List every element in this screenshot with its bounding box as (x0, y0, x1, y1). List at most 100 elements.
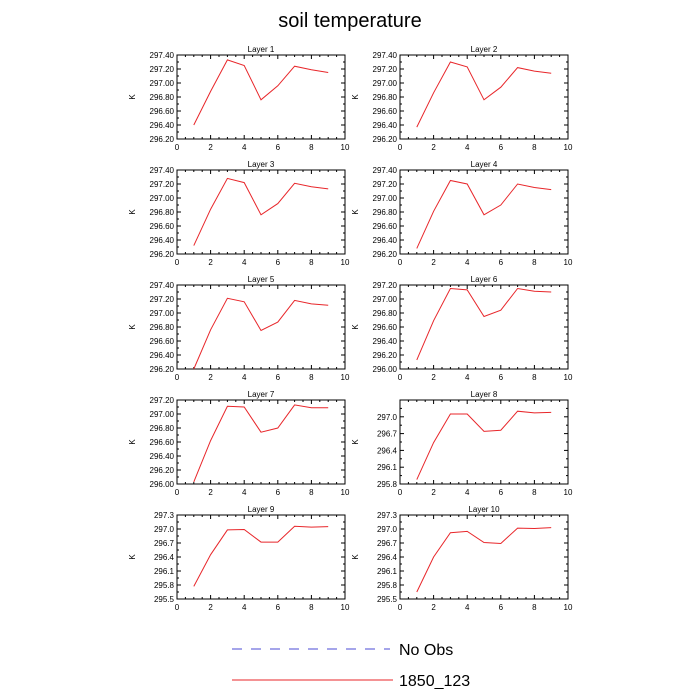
x-tick-label: 2 (431, 373, 436, 382)
series-line-1850-123 (193, 297, 329, 370)
x-tick-label: 8 (532, 258, 537, 267)
y-tick-label: 296.40 (150, 236, 175, 245)
x-tick-label: 0 (175, 603, 180, 612)
x-tick-label: 6 (499, 143, 504, 152)
panel-5: Layer 5 K 0 2 4 6 8 10 296.20 296.40 296.60 296.80 2… (128, 275, 350, 382)
y-tick-label: 296.40 (150, 452, 175, 461)
y-tick-label: 297.00 (373, 194, 398, 203)
y-axis-label: K (351, 439, 360, 445)
series-line-1850-123 (416, 410, 552, 480)
y-axis-label: K (351, 209, 360, 215)
y-tick-label: 297.00 (150, 309, 175, 318)
x-tick-label: 4 (242, 373, 247, 382)
y-tick-label: 297.40 (150, 166, 175, 175)
x-tick-label: 0 (175, 373, 180, 382)
y-tick-label: 296.00 (150, 480, 175, 489)
x-tick-label: 10 (564, 603, 573, 612)
y-tick-label: 296.60 (373, 323, 398, 332)
y-tick-label: 297.20 (150, 396, 175, 405)
panel-8: Layer 8 K 0 2 4 6 8 10 295.8 296.1 296.4 296.7 297.0 (351, 390, 573, 497)
series-line-1850-123 (416, 287, 552, 361)
panel-title: Layer 4 (471, 160, 498, 169)
y-axis-label: K (128, 94, 137, 100)
y-tick-label: 295.8 (377, 581, 398, 590)
y-tick-label: 297.3 (377, 511, 398, 520)
y-tick-label: 297.0 (154, 525, 175, 534)
y-tick-label: 296.60 (373, 107, 398, 116)
x-tick-label: 2 (208, 488, 213, 497)
y-tick-label: 296.20 (150, 365, 175, 374)
panel-1: Layer 1 K 0 2 4 6 8 10 296.20 296.40 296.60 296.80 2… (128, 45, 350, 152)
panel-9: Layer 9 K 0 2 4 6 8 10 295.5 295.8 296.1 296.4 296.7… (128, 505, 350, 612)
panel-6: Layer 6 K 0 2 4 6 8 10 296.00 296.20 296.40 296.60 2… (351, 275, 573, 382)
panel-title: Layer 7 (248, 390, 275, 399)
panel-frame (176, 169, 346, 255)
y-tick-label: 296.00 (373, 365, 398, 374)
x-tick-label: 10 (341, 603, 350, 612)
x-tick-label: 0 (175, 143, 180, 152)
panel-frame (399, 54, 569, 140)
x-tick-label: 2 (431, 488, 436, 497)
y-tick-label: 297.0 (377, 413, 398, 422)
x-tick-label: 2 (431, 143, 436, 152)
legend-label-1850-123: 1850_123 (399, 673, 470, 690)
y-tick-label: 297.40 (150, 281, 175, 290)
panel-title: Layer 3 (248, 160, 275, 169)
y-tick-label: 296.1 (154, 567, 175, 576)
y-axis-label: K (351, 554, 360, 560)
legend-label-no-obs: No Obs (399, 642, 453, 659)
y-tick-label: 296.60 (373, 222, 398, 231)
x-tick-label: 10 (564, 258, 573, 267)
x-tick-label: 10 (341, 143, 350, 152)
x-tick-label: 6 (499, 603, 504, 612)
x-tick-label: 8 (532, 373, 537, 382)
panel-title: Layer 10 (468, 505, 500, 514)
x-tick-label: 4 (465, 258, 470, 267)
y-tick-label: 296.80 (150, 208, 175, 217)
x-tick-label: 8 (532, 603, 537, 612)
y-tick-label: 297.20 (150, 180, 175, 189)
series-line-1850-123 (416, 179, 552, 249)
panel-frame (176, 284, 346, 370)
y-tick-label: 296.80 (150, 323, 175, 332)
y-tick-label: 296.20 (150, 250, 175, 259)
y-tick-label: 296.7 (377, 539, 398, 548)
y-tick-label: 296.80 (373, 309, 398, 318)
x-tick-label: 0 (398, 258, 403, 267)
y-tick-label: 297.20 (150, 65, 175, 74)
y-tick-label: 296.7 (154, 539, 175, 548)
y-tick-label: 296.60 (150, 438, 175, 447)
y-tick-label: 297.00 (150, 79, 175, 88)
x-tick-label: 10 (341, 488, 350, 497)
legend-entry-no-obs: No Obs (232, 642, 453, 659)
x-tick-label: 10 (564, 373, 573, 382)
y-tick-label: 296.40 (373, 236, 398, 245)
y-tick-label: 297.00 (373, 295, 398, 304)
y-axis-label: K (351, 94, 360, 100)
x-tick-label: 8 (309, 373, 314, 382)
x-tick-label: 0 (175, 258, 180, 267)
y-tick-label: 297.00 (150, 410, 175, 419)
x-tick-label: 6 (499, 373, 504, 382)
y-tick-label: 297.20 (373, 180, 398, 189)
x-tick-label: 4 (242, 258, 247, 267)
y-tick-label: 297.0 (377, 525, 398, 534)
panel-frame (399, 169, 569, 255)
y-tick-label: 297.40 (373, 166, 398, 175)
y-tick-label: 296.80 (150, 93, 175, 102)
x-tick-label: 0 (175, 488, 180, 497)
x-tick-label: 6 (276, 603, 281, 612)
legend: No Obs 1850_123 (232, 642, 470, 690)
x-tick-label: 6 (276, 488, 281, 497)
x-tick-label: 4 (465, 373, 470, 382)
x-tick-label: 6 (276, 373, 281, 382)
y-tick-label: 297.20 (150, 295, 175, 304)
y-tick-label: 297.40 (373, 51, 398, 60)
y-tick-label: 295.8 (377, 480, 398, 489)
y-tick-label: 296.1 (377, 567, 398, 576)
y-tick-label: 296.80 (373, 208, 398, 217)
y-tick-label: 297.00 (150, 194, 175, 203)
x-tick-label: 6 (499, 488, 504, 497)
x-tick-label: 4 (465, 143, 470, 152)
